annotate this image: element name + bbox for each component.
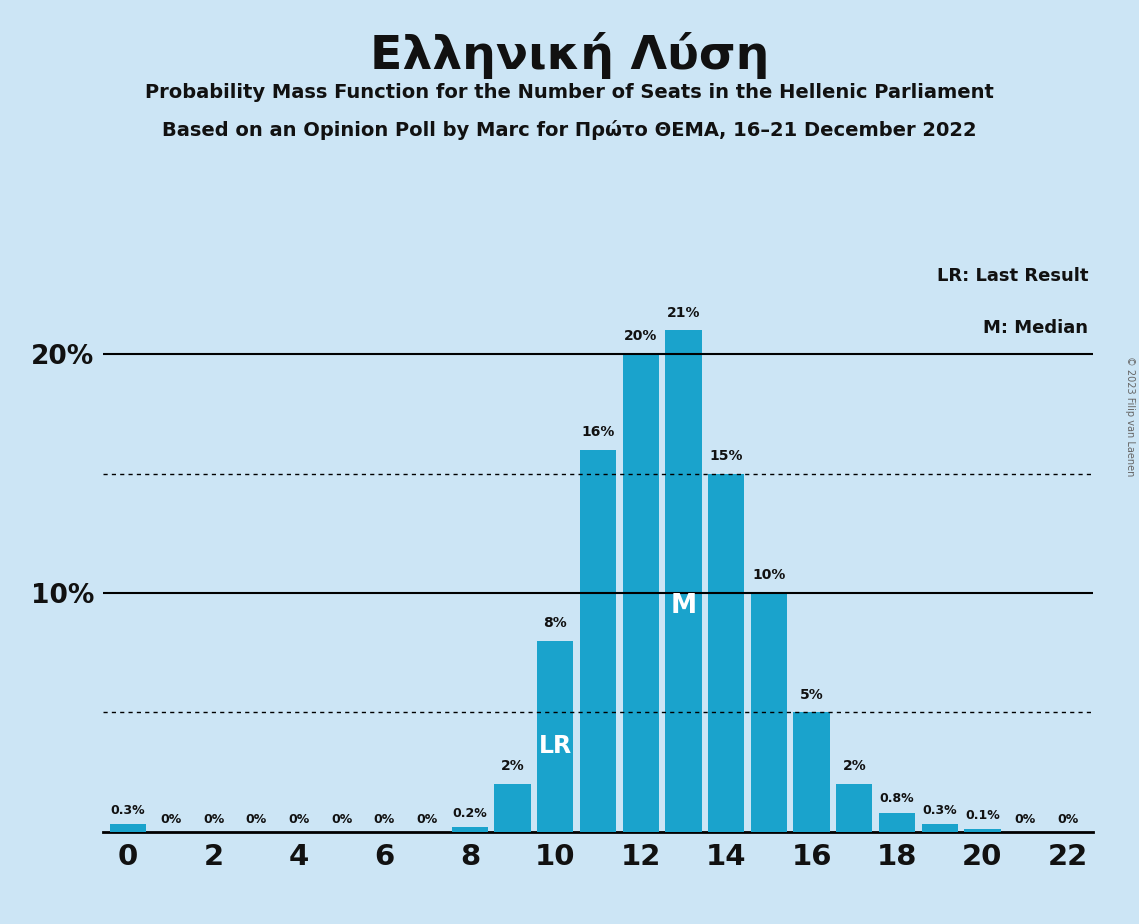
- Bar: [921, 824, 958, 832]
- Bar: [452, 827, 487, 832]
- Text: 16%: 16%: [581, 425, 615, 439]
- Text: 0.8%: 0.8%: [879, 793, 915, 806]
- Bar: [494, 784, 531, 832]
- Text: 5%: 5%: [800, 687, 823, 701]
- Text: 2%: 2%: [843, 760, 866, 773]
- Text: 0%: 0%: [246, 812, 267, 826]
- Text: 0%: 0%: [417, 812, 437, 826]
- Text: 0%: 0%: [1015, 812, 1035, 826]
- Text: 0%: 0%: [161, 812, 181, 826]
- Text: 0.1%: 0.1%: [965, 809, 1000, 822]
- Text: 0.3%: 0.3%: [110, 804, 146, 817]
- Bar: [623, 354, 658, 832]
- Bar: [836, 784, 872, 832]
- Text: Probability Mass Function for the Number of Seats in the Hellenic Parliament: Probability Mass Function for the Number…: [145, 83, 994, 103]
- Text: 0%: 0%: [374, 812, 395, 826]
- Bar: [665, 331, 702, 832]
- Bar: [538, 640, 573, 832]
- Bar: [580, 450, 616, 832]
- Text: 2%: 2%: [501, 760, 524, 773]
- Text: LR: Last Result: LR: Last Result: [937, 267, 1089, 286]
- Bar: [965, 829, 1000, 832]
- Bar: [794, 712, 829, 832]
- Bar: [879, 812, 915, 832]
- Text: 15%: 15%: [710, 449, 743, 463]
- Text: M: Median: M: Median: [983, 319, 1089, 337]
- Text: Based on an Opinion Poll by Marc for Πρώτο ΘΕΜΑ, 16–21 December 2022: Based on an Opinion Poll by Marc for Πρώ…: [162, 120, 977, 140]
- Text: 0%: 0%: [331, 812, 352, 826]
- Text: 21%: 21%: [666, 306, 700, 320]
- Text: 0.2%: 0.2%: [452, 807, 487, 820]
- Bar: [708, 474, 744, 832]
- Bar: [110, 824, 146, 832]
- Text: 10%: 10%: [752, 568, 786, 582]
- Text: 20%: 20%: [624, 330, 657, 344]
- Text: 0%: 0%: [288, 812, 310, 826]
- Text: 0%: 0%: [203, 812, 224, 826]
- Bar: [751, 593, 787, 832]
- Text: LR: LR: [539, 734, 572, 758]
- Text: 0%: 0%: [1057, 812, 1079, 826]
- Text: Ελληνική Λύση: Ελληνική Λύση: [370, 32, 769, 79]
- Text: M: M: [671, 593, 696, 619]
- Text: 0.3%: 0.3%: [923, 804, 957, 817]
- Text: 8%: 8%: [543, 616, 567, 630]
- Text: © 2023 Filip van Laenen: © 2023 Filip van Laenen: [1125, 356, 1134, 476]
